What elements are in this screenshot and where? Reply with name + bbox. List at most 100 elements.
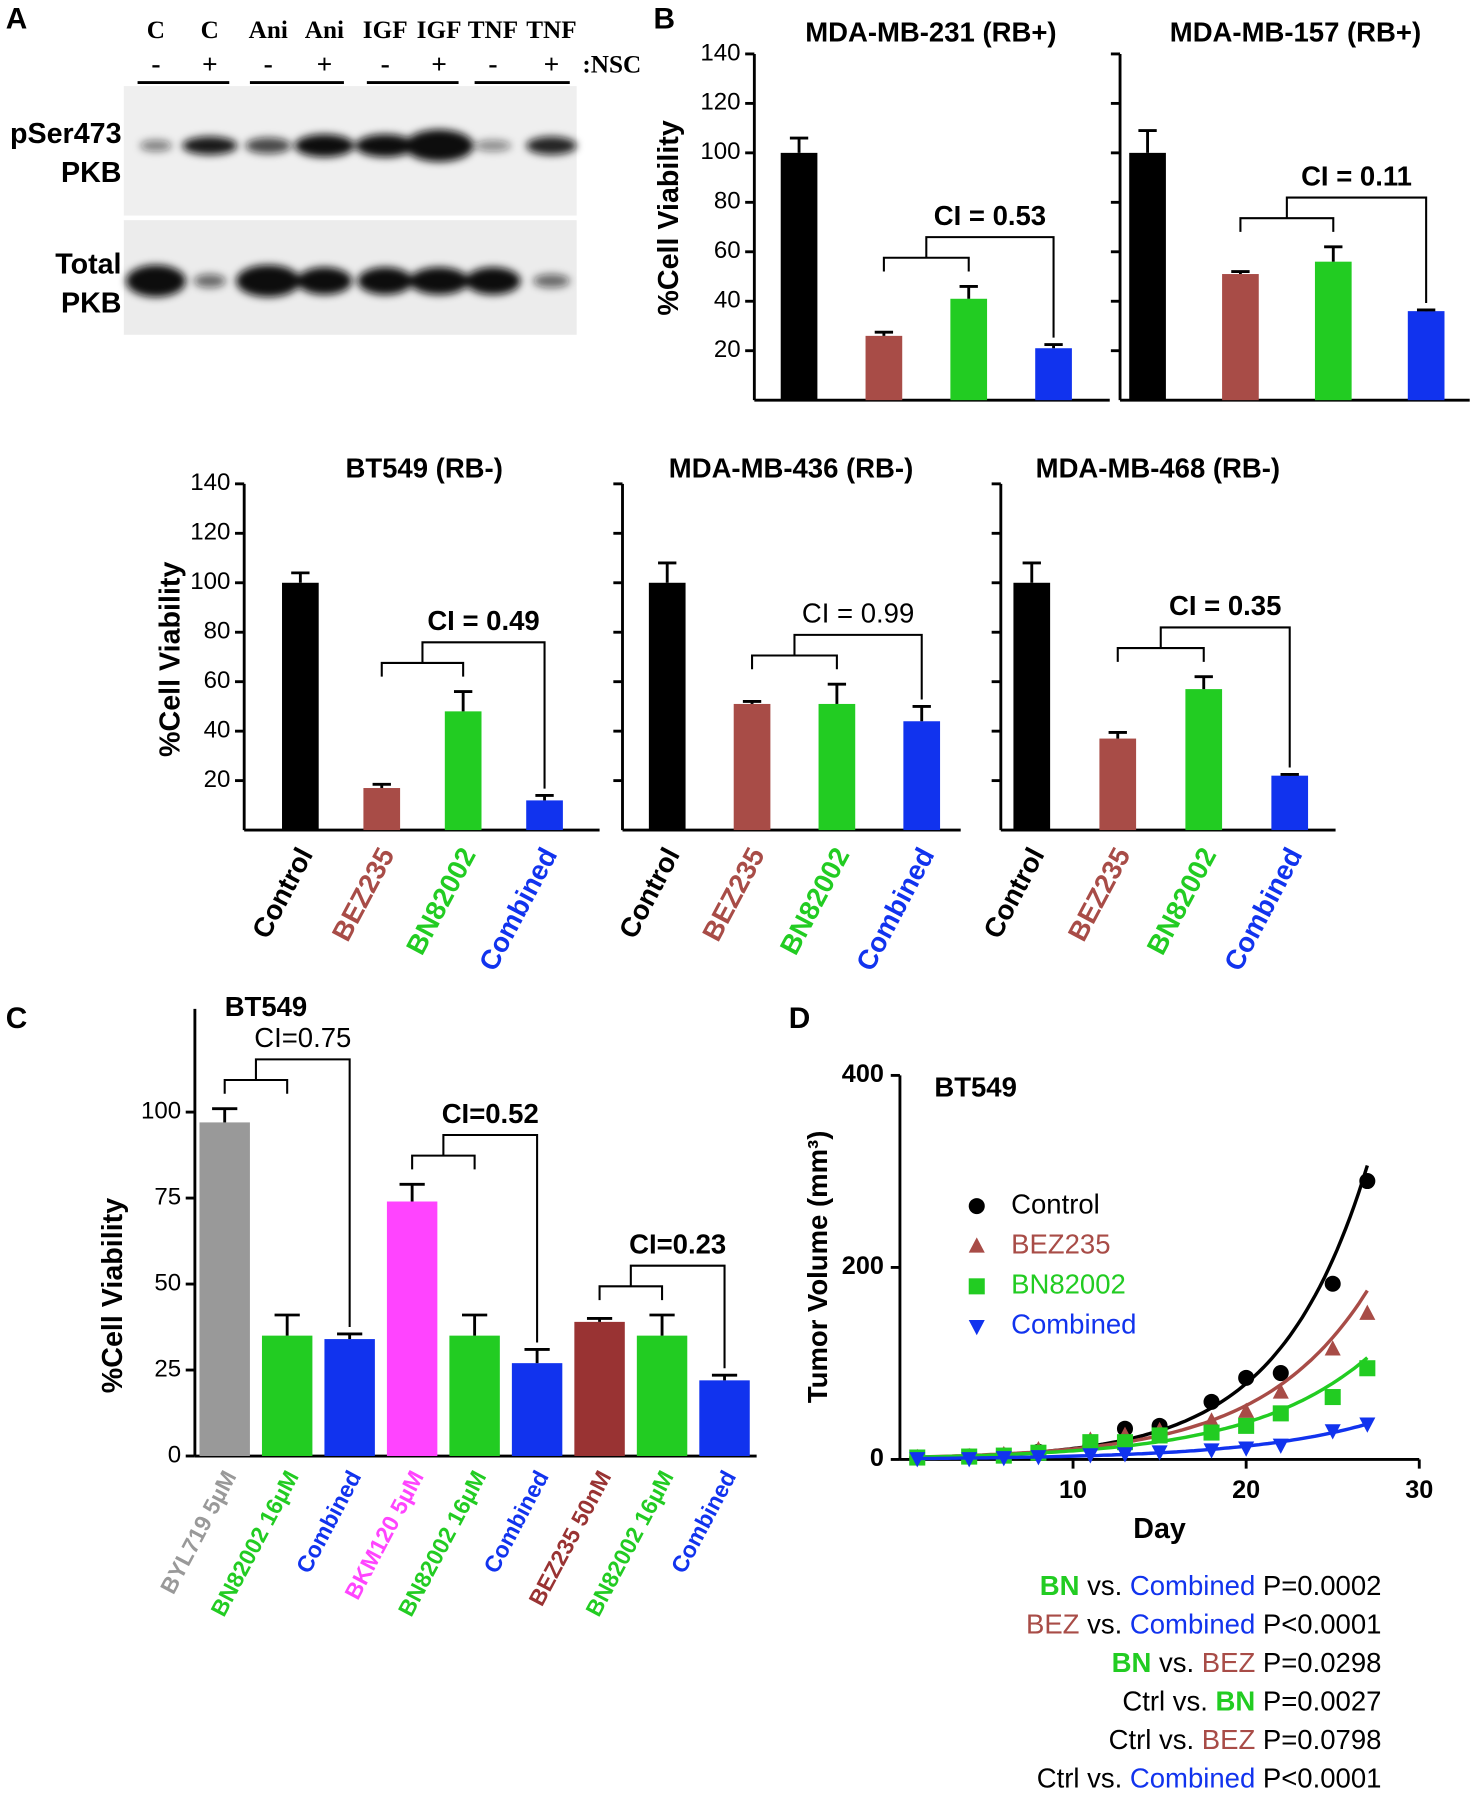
marker (995, 1451, 1012, 1467)
marker (1324, 1389, 1341, 1406)
treatment-label: + (202, 48, 218, 79)
x-axis-label: Day (1133, 1513, 1186, 1545)
y-tick-label: 80 (204, 618, 231, 645)
stat-part: BN (1040, 1570, 1080, 1601)
y-tick-label: 80 (714, 188, 741, 215)
treatment-label: + (544, 48, 560, 79)
bar (903, 721, 941, 831)
marker (1359, 1172, 1376, 1190)
stat-part: Ctrl (1109, 1724, 1152, 1755)
marker (1116, 1434, 1134, 1451)
y-tick-label: 400 (842, 1060, 884, 1088)
bar (526, 800, 563, 831)
bar (199, 1122, 250, 1457)
bar (780, 152, 818, 401)
marker (1272, 1405, 1289, 1422)
lane-label: C (201, 17, 219, 44)
stat-line: Ctrl vs. BEZ P=0.0798 (1109, 1724, 1382, 1755)
band (526, 136, 577, 155)
stat-part: P=0.0002 (1263, 1570, 1382, 1601)
chart-title: MDA-MB-157 (RB+) (1170, 17, 1421, 48)
treatment-label: - (264, 48, 273, 79)
stat-line: Ctrl vs. BN P=0.0027 (1122, 1686, 1381, 1717)
bar (950, 298, 988, 401)
marker (1203, 1443, 1220, 1459)
marker (1238, 1402, 1255, 1418)
y-tick-label: 40 (204, 717, 231, 744)
ci-label: CI = 0.49 (427, 605, 539, 636)
marker (1324, 1424, 1341, 1440)
y-axis-label: %Cell Viability (97, 1198, 129, 1393)
stat-part: P=0.0027 (1263, 1686, 1382, 1717)
bar (282, 582, 319, 831)
bar (1314, 261, 1352, 401)
chart-title: MDA-MB-231 (RB+) (805, 17, 1056, 48)
lane-label: Ani (249, 17, 288, 44)
lane-label: C (147, 17, 165, 44)
ci-bracket (1116, 626, 1291, 768)
y-tick-label: 0 (870, 1444, 884, 1472)
panel-label: A (6, 3, 28, 36)
band (126, 264, 186, 297)
ci-label: CI=0.52 (442, 1098, 539, 1129)
bar (511, 1363, 563, 1457)
bar (699, 1380, 750, 1457)
band (193, 274, 226, 288)
y-tick-label: 20 (714, 336, 741, 363)
bar (865, 335, 903, 401)
fit-curve (917, 1422, 1368, 1461)
bar-chart: 20 40 60 80 100 120 140 MDA-MB-231 (RB+) %Cell V… (653, 17, 1110, 402)
stat-line: BN vs. Combined P=0.0002 (1040, 1570, 1382, 1601)
legend-label: Control (1011, 1188, 1100, 1219)
ci-label: CI = 0.11 (1301, 160, 1412, 191)
legend-marker (968, 1198, 985, 1215)
bar (363, 788, 401, 831)
marker (1116, 1447, 1134, 1463)
treatment-label: + (317, 48, 333, 79)
stat-part: BN (1216, 1686, 1256, 1717)
treatment-label: + (431, 48, 447, 79)
stat-part: vs. (1159, 1724, 1194, 1755)
marker (1238, 1417, 1255, 1434)
bar (818, 703, 856, 831)
chart-title: BT549 (225, 991, 308, 1022)
marker (1359, 1304, 1376, 1320)
band (533, 274, 570, 288)
y-tick-label: 75 (154, 1183, 181, 1210)
stat-line: BEZ vs. Combined P<0.0001 (1026, 1609, 1381, 1640)
legend-label: Combined (1011, 1309, 1136, 1340)
y-tick-label: 140 (190, 469, 230, 496)
band (182, 136, 238, 155)
band (296, 267, 352, 295)
stat-part: vs. (1159, 1647, 1194, 1678)
marker (1238, 1441, 1255, 1457)
lane-label: TNF (468, 17, 518, 44)
ci-bracket (598, 1264, 726, 1369)
bar (733, 703, 771, 831)
chart-title: MDA-MB-436 (RB-) (669, 452, 913, 483)
bar (1013, 582, 1051, 831)
stat-part: P=0.0798 (1263, 1724, 1382, 1755)
ci-bracket (751, 633, 923, 700)
y-tick-label: 25 (154, 1355, 181, 1382)
ci-label: CI=0.75 (254, 1022, 351, 1053)
bar (636, 1335, 688, 1457)
lane-label: TNF (526, 17, 576, 44)
stat-part: Combined (1130, 1570, 1255, 1601)
marker (1203, 1424, 1220, 1441)
marker (1203, 1393, 1220, 1410)
marker (1359, 1417, 1376, 1433)
blot-row-label: pSer473 (10, 118, 122, 150)
stat-part: P<0.0001 (1263, 1763, 1382, 1794)
y-tick-label: 140 (700, 39, 740, 66)
y-tick-label: 40 (714, 287, 741, 314)
band (355, 134, 416, 158)
ci-bracket (223, 1058, 351, 1328)
bar (444, 711, 482, 831)
band (236, 264, 301, 297)
treatment-label: - (488, 48, 497, 79)
stat-part: BN (1112, 1647, 1152, 1678)
band (139, 139, 172, 152)
bar (1407, 311, 1445, 401)
bar (1035, 348, 1072, 401)
